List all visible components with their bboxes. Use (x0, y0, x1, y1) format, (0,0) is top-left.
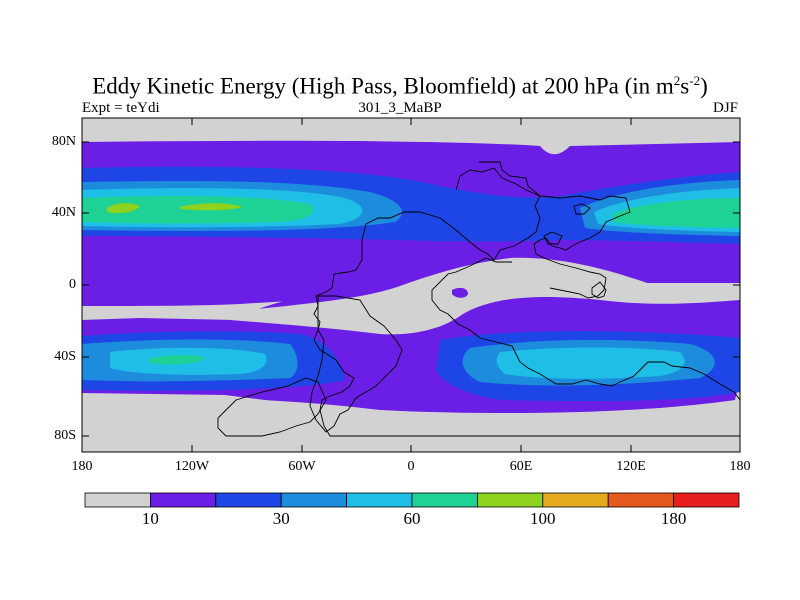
colorbar-label: 180 (660, 509, 687, 528)
contour-purple-tropics (82, 250, 510, 306)
south-america-outline (309, 295, 403, 433)
run-label: 301_3_MaBP (358, 100, 442, 116)
continent-outlines (217, 161, 740, 437)
colorbar-swatch (215, 492, 282, 508)
lat-label: 80S (54, 428, 76, 443)
eurasia-outline (455, 167, 631, 299)
colorbar-swatch (280, 492, 348, 508)
lon-label: 0 (407, 459, 415, 474)
contour-green-nh-b (180, 203, 242, 211)
greenland-outline (543, 231, 563, 245)
australia-outline (217, 377, 327, 437)
colorbar-swatch (84, 492, 151, 508)
lon-label: 120E (616, 459, 646, 474)
lat-label: 40N (51, 205, 76, 220)
contour-teal-nh-east (612, 198, 740, 228)
map-title: Eddy Kinetic Energy (High Pass, Bloomfie… (92, 73, 708, 99)
lat-label: 80N (51, 134, 76, 149)
contour-gray-tropics (230, 257, 740, 335)
lat-label: 40S (54, 349, 76, 364)
lon-label: 60E (509, 459, 533, 474)
lon-label: 180 (729, 459, 751, 474)
north-america-outline (313, 161, 740, 437)
colorbar-label: 60 (403, 509, 421, 528)
season-label: DJF (712, 100, 738, 116)
axis-ticks (81, 118, 741, 452)
colorbar-swatch (476, 492, 544, 508)
contour-purple-spot (452, 287, 468, 298)
colorbar-swatch (607, 492, 675, 508)
colorbar-swatch (542, 492, 609, 508)
experiment-label: Expt = teYdi (82, 100, 160, 116)
contour-cyan-sh-east (496, 347, 685, 379)
contour-teal-sh (150, 355, 205, 365)
lon-label: 180 (71, 459, 93, 474)
lon-label: 60W (288, 459, 316, 474)
antarctic-island-outline (573, 203, 591, 215)
lon-label: 120W (174, 459, 210, 474)
colorbar-label: 100 (530, 509, 556, 528)
colorbar (84, 492, 740, 508)
lat-label: 0 (69, 277, 76, 292)
contour-green-nh-a (107, 203, 140, 214)
colorbar-swatch (673, 492, 740, 508)
colorbar-swatch (411, 492, 478, 508)
contour-gray-west-strip (82, 310, 124, 318)
colorbar-swatch (346, 492, 413, 508)
contour-field (82, 118, 740, 452)
contour-gray-south (82, 394, 740, 452)
africa-outline (591, 281, 607, 299)
colorbar-label: 30 (272, 509, 290, 528)
colorbar-label: 10 (141, 509, 159, 528)
colorbar-swatch (149, 492, 217, 508)
